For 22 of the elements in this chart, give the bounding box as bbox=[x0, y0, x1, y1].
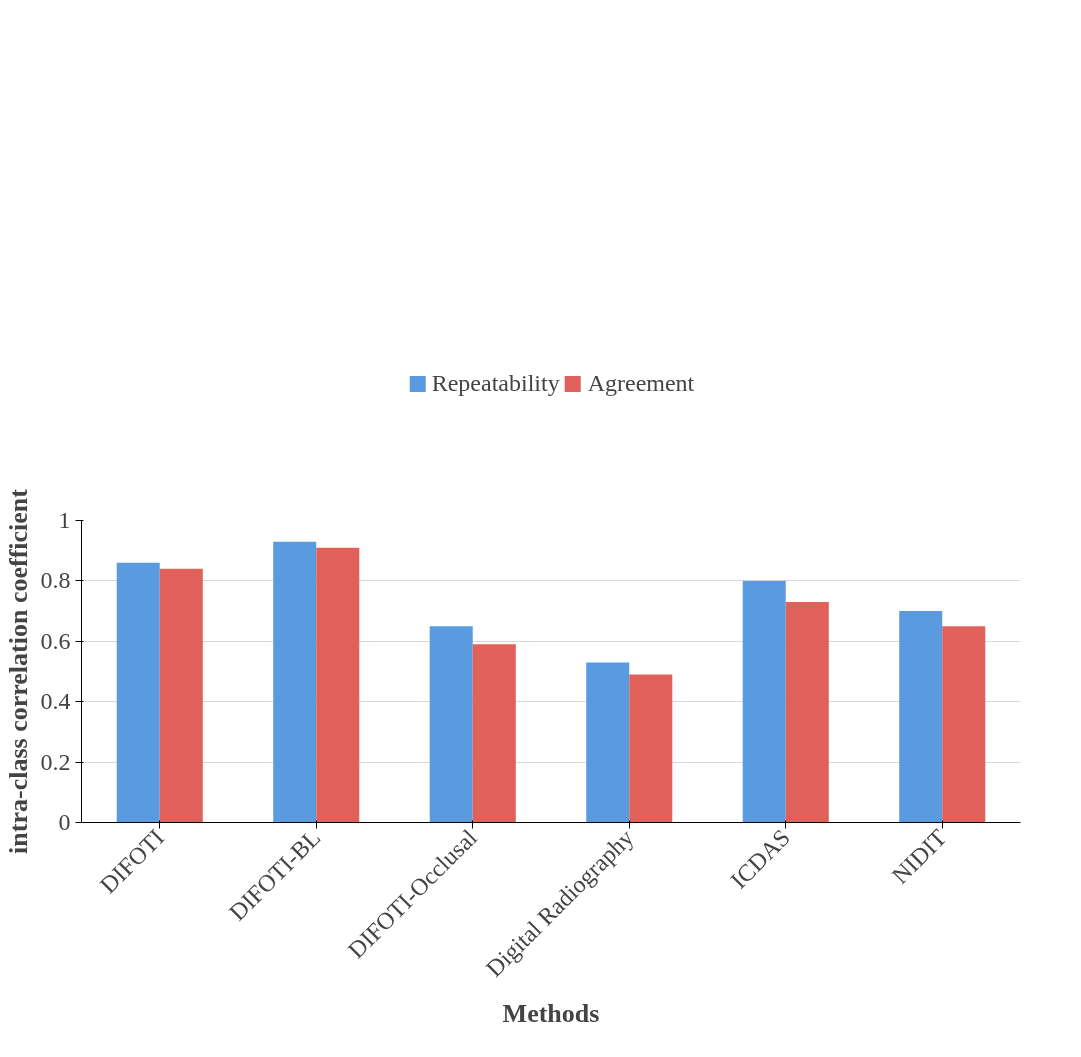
x-axis-title: Methods bbox=[502, 998, 600, 1028]
y-tick-label: 0.2 bbox=[40, 748, 71, 775]
y-tick-label: 1 bbox=[58, 507, 71, 533]
bar bbox=[159, 568, 203, 823]
bar bbox=[785, 602, 829, 823]
y-axis-title: intra-class correlation coefficient bbox=[3, 488, 33, 854]
bar bbox=[273, 541, 317, 823]
y-tick-label: 0.4 bbox=[40, 688, 71, 715]
legend-label: Repeatability bbox=[431, 369, 560, 397]
bar bbox=[316, 547, 360, 823]
bar bbox=[899, 611, 943, 823]
y-tick-label: 0.8 bbox=[40, 567, 71, 594]
bar bbox=[742, 580, 786, 823]
bar bbox=[472, 644, 516, 823]
bar bbox=[586, 662, 630, 823]
y-tick-label: 0 bbox=[58, 809, 71, 835]
bar bbox=[942, 626, 986, 823]
y-tick-label: 0.6 bbox=[40, 627, 71, 654]
bar bbox=[629, 674, 673, 823]
bar bbox=[429, 626, 473, 823]
legend-label: Agreement bbox=[587, 369, 695, 397]
bar bbox=[116, 562, 160, 823]
